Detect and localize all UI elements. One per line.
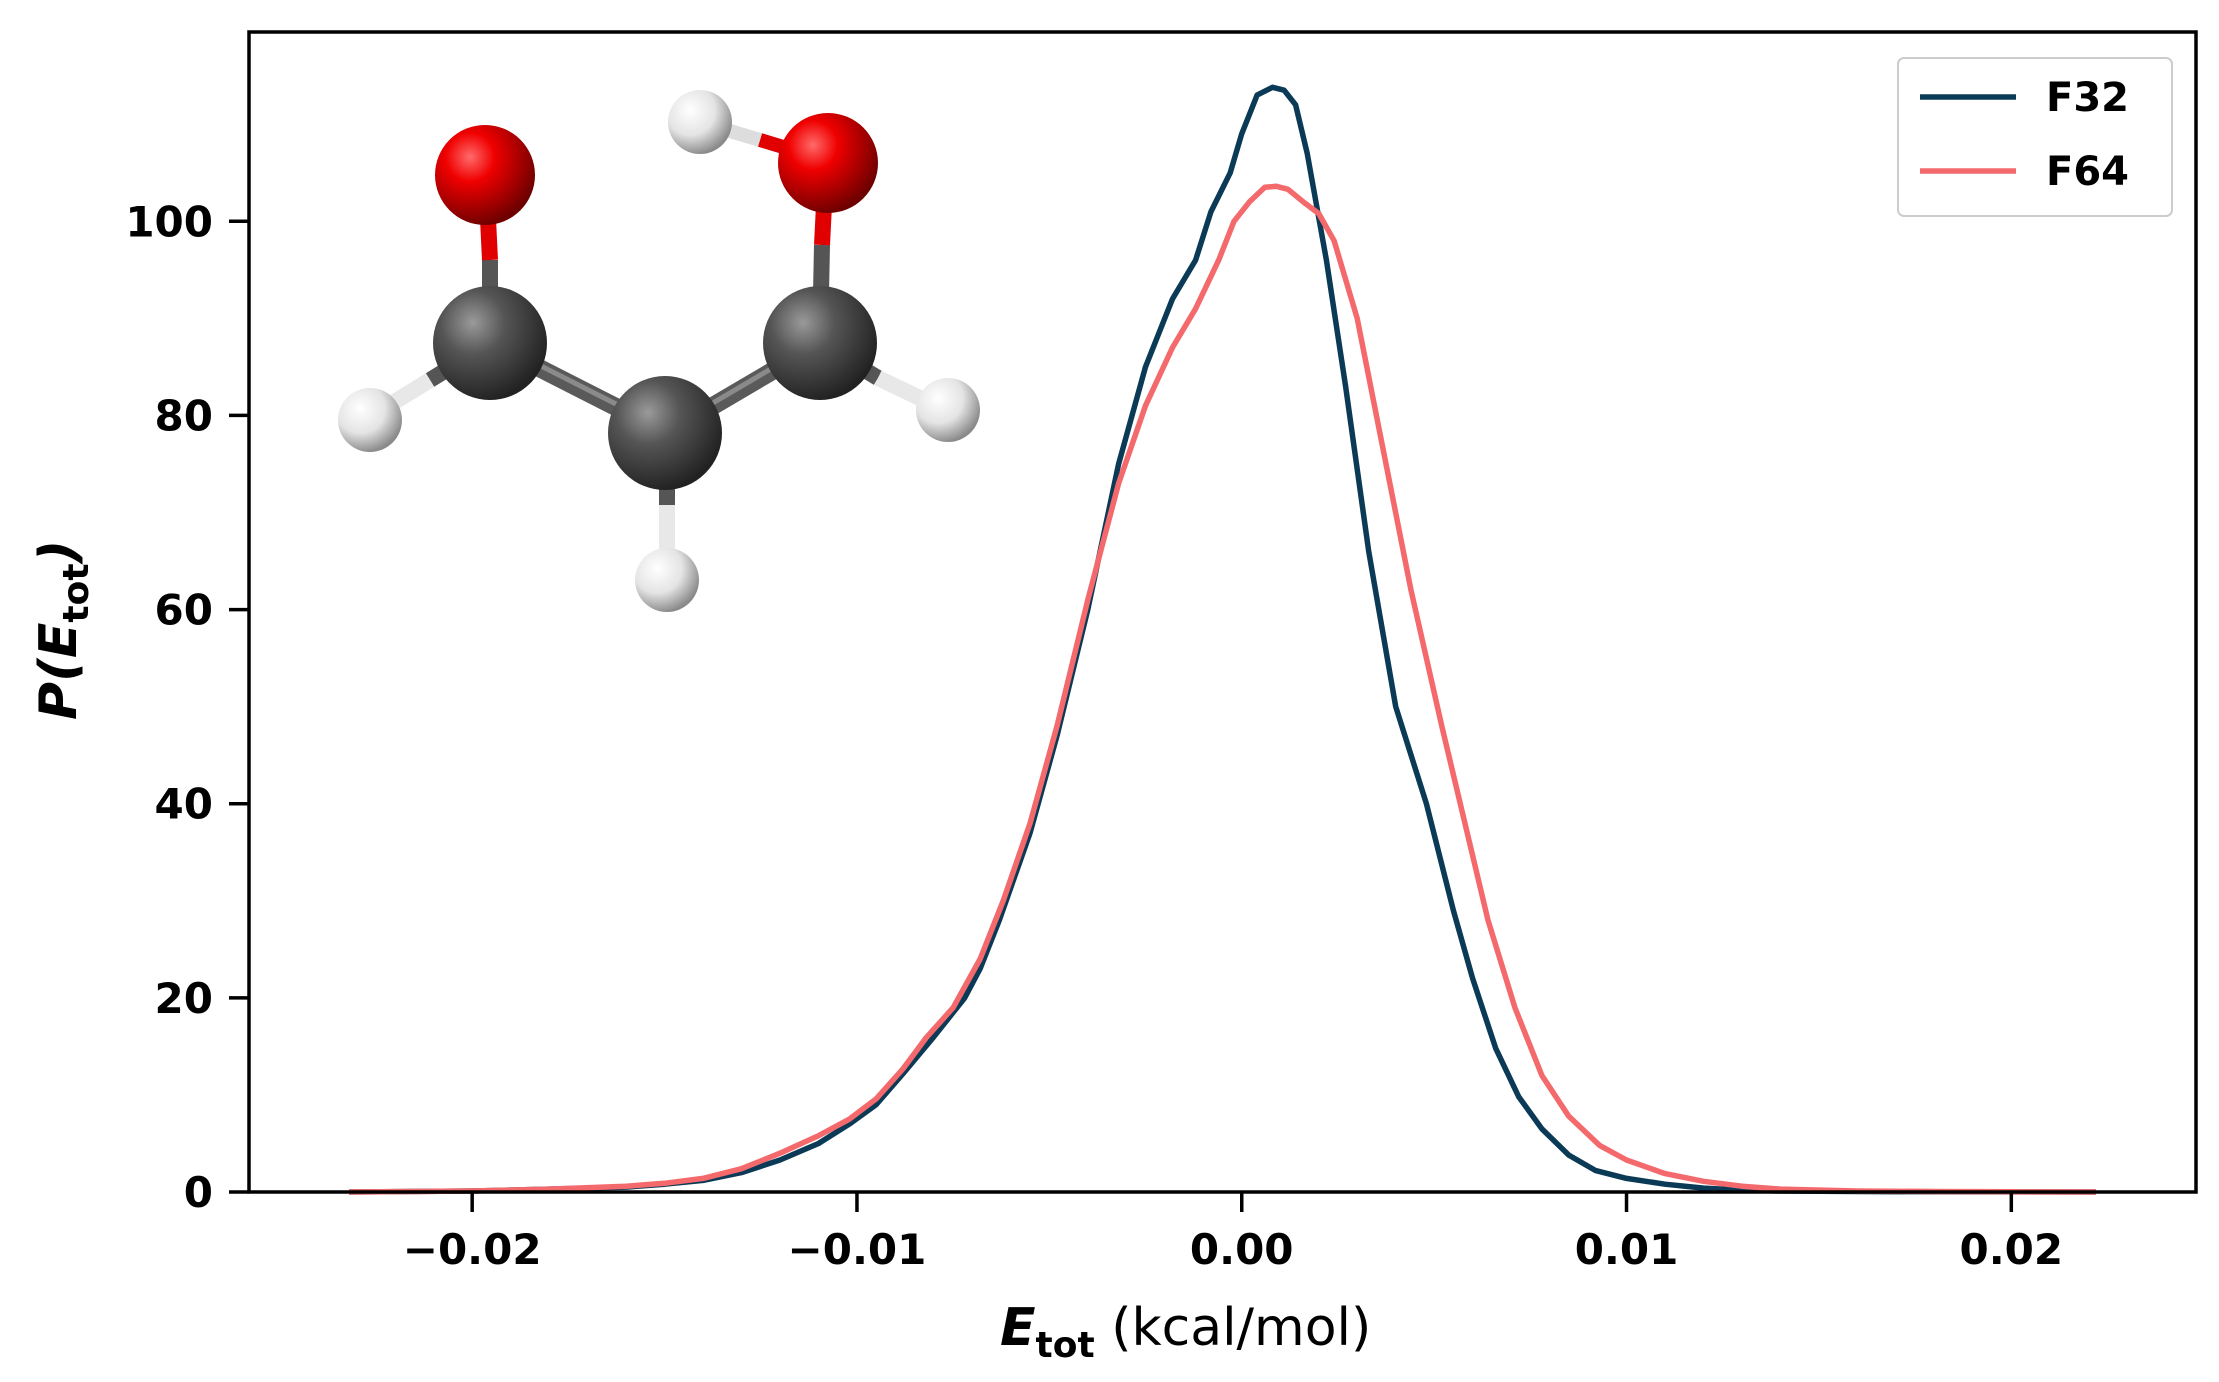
oxygen-atom — [435, 125, 535, 225]
x-tick-label: −0.01 — [788, 1225, 927, 1274]
legend-label-f64: F64 — [2046, 149, 2129, 195]
x-axis-label-main: E — [1000, 1298, 1036, 1358]
carbon-atom — [433, 286, 547, 400]
oxygen-atom — [778, 113, 878, 213]
y-tick-label: 40 — [155, 780, 213, 829]
ticks-layer: −0.02 −0.01 0.00 0.01 0.02 0 20 40 60 80 100 — [125, 197, 2063, 1274]
y-axis-label-sub: tot — [56, 563, 97, 622]
x-tick-label: 0.00 — [1190, 1225, 1294, 1274]
y-tick-label: 80 — [155, 391, 213, 440]
x-tick-label: −0.02 — [403, 1225, 542, 1274]
y-tick-label: 60 — [155, 586, 213, 635]
series-line-f32 — [348, 84, 2097, 1195]
plot-frame — [247, 30, 2198, 1194]
y-tick-label: 20 — [155, 974, 213, 1023]
series-line-f64 — [348, 183, 2097, 1195]
x-axis-label-sub: tot — [1036, 1325, 1095, 1366]
y-axis-label: P(Etot) — [29, 540, 97, 720]
legend-label-f32: F32 — [2046, 75, 2129, 121]
hydrogen-atom — [916, 378, 980, 442]
x-tick-label: 0.02 — [1959, 1225, 2063, 1274]
x-axis-label: Etot (kcal/mol) — [1000, 1298, 1371, 1366]
y-axis-label-main: E — [29, 623, 89, 659]
carbon-atom — [608, 376, 722, 490]
y-axis-label-post: ) — [29, 540, 89, 566]
hydrogen-atom — [668, 90, 732, 154]
hydrogen-atom — [338, 388, 402, 452]
legend-box — [1897, 57, 2173, 217]
hydrogen-atom — [635, 548, 699, 612]
y-axis-label-pre: P( — [29, 657, 89, 720]
y-tick-label: 100 — [125, 197, 213, 246]
molecule-illustration — [338, 90, 980, 612]
series-layer — [348, 84, 2097, 1195]
x-tick-label: 0.01 — [1575, 1225, 1679, 1274]
legend: F32 F64 — [1897, 57, 2173, 217]
x-axis-label-unit: (kcal/mol) — [1095, 1298, 1372, 1358]
y-tick-label: 0 — [184, 1168, 213, 1217]
carbon-atom — [763, 286, 877, 400]
